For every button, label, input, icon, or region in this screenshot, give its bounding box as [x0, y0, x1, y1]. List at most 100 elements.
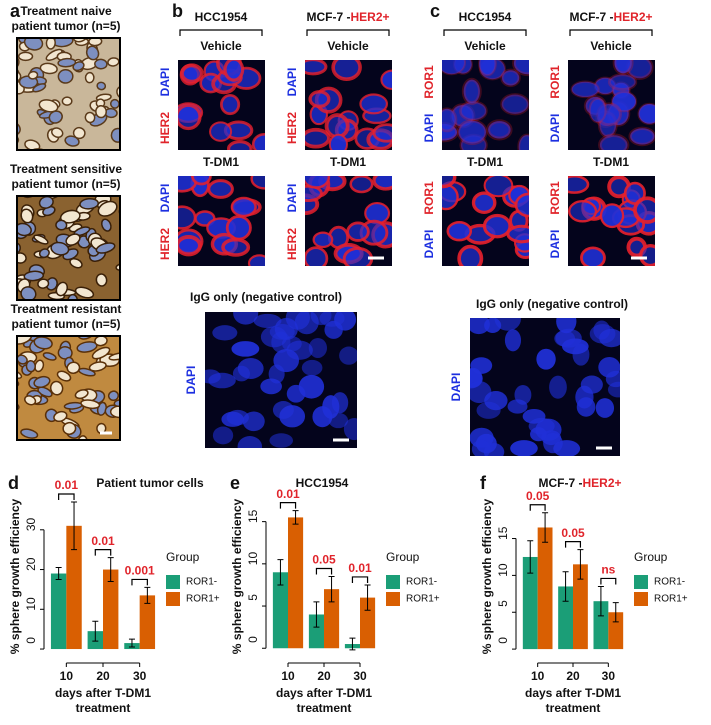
- caption: Treatment resistant: [11, 302, 122, 316]
- cells: [442, 176, 529, 266]
- caption: Treatment sensitive: [10, 162, 122, 176]
- error-bar: [92, 620, 99, 642]
- legend-swatch: [386, 592, 400, 606]
- caption: Treatment naive: [20, 4, 112, 18]
- cell: [23, 38, 44, 51]
- y-tick-label: 0: [496, 637, 510, 644]
- cell: [59, 209, 81, 224]
- panel-letter: d: [8, 473, 19, 493]
- condition: T-DM1: [467, 155, 503, 169]
- stain-label: HER2: [158, 112, 172, 144]
- condition: Vehicle: [590, 39, 632, 53]
- nucleus: [285, 312, 310, 330]
- p-value: 0.001: [125, 564, 155, 578]
- cell: [88, 361, 107, 372]
- nucleus: [500, 68, 521, 88]
- cell: [55, 281, 69, 297]
- column-title: HCC1954: [195, 10, 248, 24]
- x-tick-label: 20: [566, 669, 580, 683]
- stain-label: HER2: [158, 228, 172, 260]
- nucleus: [298, 374, 325, 399]
- cell: [65, 233, 81, 246]
- p-value: 0.01: [91, 534, 115, 548]
- nucleus: [331, 60, 362, 81]
- bar: [103, 569, 119, 650]
- stain-label: DAPI: [158, 184, 172, 213]
- bar: [139, 595, 156, 650]
- stain-label: DAPI: [422, 230, 436, 259]
- y-tick-label: 10: [496, 563, 510, 577]
- cell: [33, 336, 53, 350]
- cell: [95, 242, 116, 254]
- nucleus: [612, 60, 634, 76]
- nucleus: [471, 191, 497, 215]
- nucleus: [251, 132, 265, 150]
- legend-label: ROR1-: [654, 577, 685, 588]
- cell: [94, 336, 108, 347]
- chart-title: Patient tumor cells: [96, 476, 204, 490]
- nucleus: [233, 312, 259, 325]
- nucleus: [530, 427, 547, 442]
- y-axis-label: % sphere growth efficiency: [8, 498, 22, 654]
- cell: [45, 38, 56, 50]
- cell: [38, 196, 54, 209]
- cells: [0, 336, 147, 440]
- bracket: [58, 493, 75, 500]
- x-tick-label: 30: [602, 669, 616, 683]
- x-axis-label: days after T-DM1: [525, 686, 621, 700]
- nucleus: [349, 176, 374, 194]
- micrograph: [568, 60, 655, 150]
- nucleus: [319, 312, 345, 327]
- cell: [0, 417, 4, 432]
- bar: [537, 527, 553, 650]
- error-bar: [542, 512, 549, 543]
- cell: [95, 273, 108, 287]
- nucleus: [637, 102, 655, 125]
- caption: patient tumor (n=5): [11, 177, 120, 191]
- y-axis-label: % sphere growth efficiency: [230, 498, 244, 654]
- cell: [126, 250, 142, 264]
- error-bar: [577, 549, 584, 580]
- ihc-image: [0, 335, 147, 441]
- stain-label: DAPI: [422, 114, 436, 143]
- nucleus: [207, 179, 234, 199]
- title-text: MCF-7 -: [306, 10, 350, 24]
- nucleus: [442, 183, 459, 211]
- nucleus: [253, 313, 282, 328]
- cell: [107, 390, 120, 402]
- nucleus: [312, 231, 334, 249]
- cells: [205, 312, 357, 448]
- image-frame: [16, 335, 121, 441]
- nucleus: [507, 399, 528, 414]
- cell: [91, 346, 111, 360]
- cell: [20, 208, 34, 224]
- nucleus: [522, 408, 546, 424]
- cell: [25, 360, 37, 373]
- cell: [72, 61, 85, 72]
- cell: [37, 278, 50, 289]
- p-value: ns: [601, 563, 615, 577]
- nucleus: [504, 329, 522, 352]
- nucleus: [260, 378, 282, 395]
- nucleus: [536, 348, 556, 370]
- bar: [573, 564, 588, 650]
- cells: [568, 176, 655, 266]
- nucleus: [442, 107, 458, 133]
- cell: [48, 110, 63, 124]
- cell: [135, 379, 147, 394]
- cell: [72, 126, 86, 140]
- cells: [442, 60, 529, 150]
- cell: [61, 96, 73, 106]
- nucleus: [456, 119, 488, 146]
- nucleus: [328, 133, 349, 150]
- cell: [131, 397, 143, 411]
- nucleus: [247, 254, 265, 266]
- nucleus: [221, 237, 251, 257]
- cell: [95, 104, 107, 119]
- caption: patient tumor (n=5): [11, 19, 120, 33]
- nucleus: [483, 176, 514, 198]
- bracket: [564, 540, 582, 548]
- nucleus: [269, 323, 295, 340]
- x-tick-label: 10: [281, 669, 295, 683]
- control-title: IgG only (negative control): [476, 297, 628, 311]
